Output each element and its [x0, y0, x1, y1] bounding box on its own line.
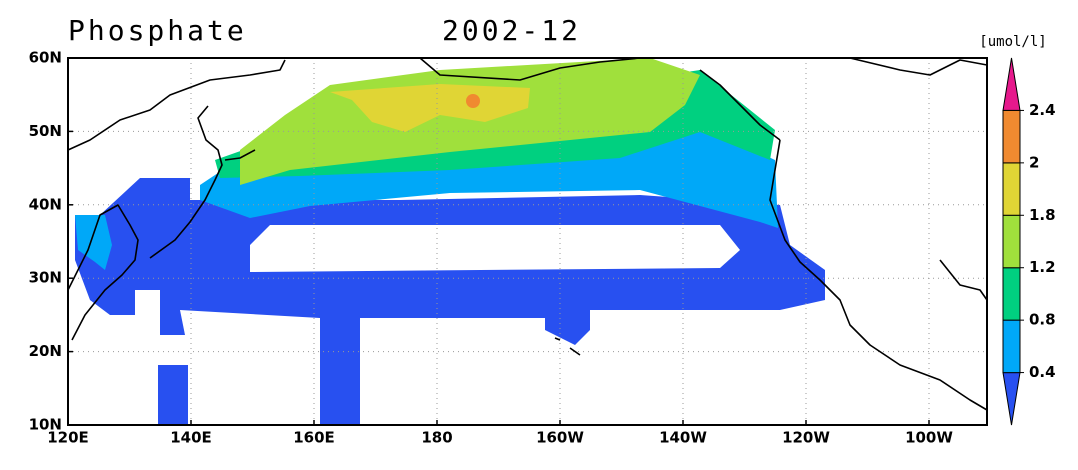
coast-alaska — [419, 57, 781, 141]
lat-label: 30N — [29, 269, 62, 287]
field-lightgreen — [240, 58, 700, 185]
units: [umol/l] — [979, 34, 1046, 50]
colorbar-label: 1.8 — [1029, 206, 1056, 224]
colorbar-segment — [1002, 214, 1021, 269]
colorbar-label: 0.8 — [1029, 311, 1056, 329]
colorbar: 0.4 0.8 1.2 1.8 2 2.4 — [1002, 57, 1056, 426]
lat-label: 40N — [29, 195, 62, 213]
title: Phosphate — [68, 14, 247, 47]
lat-label: 10N — [29, 416, 62, 434]
field-lightblue — [75, 125, 778, 270]
lat-label: 60N — [29, 49, 62, 67]
lon-label: 100W — [905, 429, 953, 447]
coast-hawaii — [554, 337, 581, 356]
field-yellow — [330, 84, 530, 132]
colorbar-label: 1.2 — [1029, 258, 1056, 276]
field-orange — [466, 94, 480, 108]
lon-label: 120W — [782, 429, 830, 447]
colorbar-segment — [1002, 109, 1021, 164]
lon-label: 160E — [293, 429, 335, 447]
coast-america — [769, 57, 988, 411]
colorbar-label: 2 — [1029, 153, 1039, 171]
coastlines — [67, 57, 988, 411]
lat-label: 50N — [29, 122, 62, 140]
colorbar-segment — [1002, 267, 1021, 321]
lon-label: 140E — [170, 429, 212, 447]
colorbar-segment — [1002, 319, 1021, 374]
coast-asia — [67, 59, 286, 341]
phosphate-field — [75, 58, 825, 425]
field-blue — [75, 178, 825, 425]
lon-label: 160W — [536, 429, 584, 447]
date: 2002-12 — [442, 14, 581, 47]
lon-label: 140W — [659, 429, 707, 447]
lon-label: 120E — [47, 429, 89, 447]
coast-japan — [149, 105, 256, 259]
axis-labels: 120E 140E 160E 180 160W 140W 120W 100W 10N 20N 30N… — [29, 49, 954, 447]
colorbar-label: 0.4 — [1029, 363, 1056, 381]
lat-label: 20N — [29, 342, 62, 360]
field-blue — [158, 365, 188, 425]
map-frame — [67, 57, 988, 426]
colorbar-label: 2.4 — [1029, 101, 1056, 119]
colorbar-segment — [1002, 162, 1021, 216]
lon-label: 180 — [421, 429, 452, 447]
colorbar-segment — [1002, 57, 1021, 111]
colorbar-segment — [1002, 372, 1021, 426]
graticule — [68, 58, 987, 425]
